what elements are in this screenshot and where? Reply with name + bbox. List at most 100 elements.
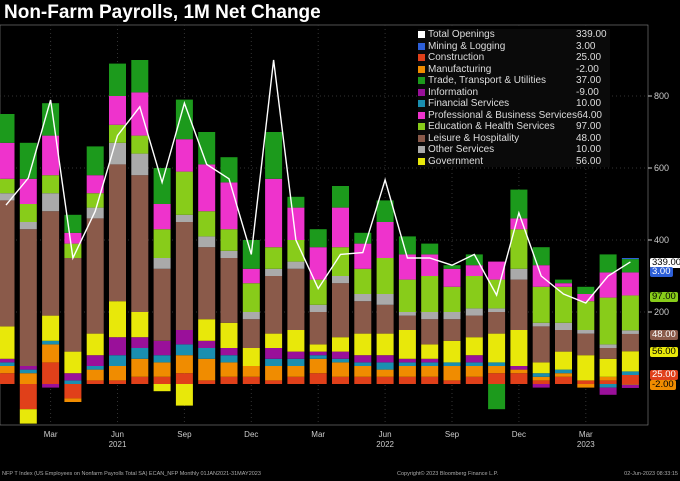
bar-segment (398, 358, 416, 363)
bar-segment (131, 92, 149, 136)
bar-segment (532, 322, 550, 327)
bar-segment (131, 337, 149, 348)
bar-segment (175, 171, 193, 215)
bar-segment (0, 373, 15, 384)
bar-segment (488, 312, 506, 334)
bar-segment (332, 337, 349, 352)
bar-segment (621, 258, 639, 260)
bar-segment (465, 376, 483, 384)
value-tag: -2.00 (650, 379, 676, 390)
bar-segment (421, 276, 439, 312)
legend-label: Trade, Transport & Utilities (428, 75, 547, 87)
bar-segment (421, 312, 439, 320)
bar-segment (532, 362, 550, 374)
bar-segment (510, 189, 528, 219)
bar-segment (555, 351, 572, 370)
bar-segment (64, 380, 82, 384)
legend-item: Total Openings 339.00 (418, 29, 610, 41)
bar-segment (265, 276, 283, 334)
bar-segment (510, 279, 528, 330)
legend-value: 56.00 (576, 155, 602, 167)
bar-segment (555, 279, 572, 284)
bar-segment (510, 229, 528, 269)
bar-segment (242, 376, 260, 384)
legend-swatch (418, 100, 425, 108)
bar-segment (354, 243, 372, 269)
bar-segment (198, 319, 216, 341)
bar-segment (64, 398, 82, 402)
plot-frame (0, 24, 649, 426)
bar-segment (198, 348, 216, 359)
bar-segment (621, 384, 639, 388)
bar-segment (443, 268, 461, 287)
bar-segment (465, 276, 483, 309)
bar-segment (443, 286, 461, 312)
copyright: Copyright© 2023 Bloomberg Finance L.P. (397, 471, 499, 477)
bar-segment (220, 355, 238, 363)
legend-value: 3.00 (576, 40, 596, 52)
bar-segment (19, 409, 37, 424)
bar-segment (443, 362, 461, 366)
bar-segment (42, 193, 60, 212)
bar-segment (309, 344, 327, 352)
bar-segment (621, 333, 639, 352)
bar-segment (621, 272, 639, 296)
bar-segment (220, 376, 238, 384)
x-tick-label: Jun (111, 430, 124, 439)
bar-segment (354, 301, 372, 334)
bar-segment (332, 186, 349, 208)
bar-segment (621, 330, 639, 334)
bar-segment (488, 333, 506, 363)
bar-segment (465, 355, 483, 363)
bar-segment (242, 366, 260, 377)
legend-swatch (418, 146, 425, 154)
bar-segment (465, 308, 483, 316)
legend-label: Education & Health Services (428, 121, 555, 133)
bar-segment (265, 366, 283, 381)
bar-segment (309, 355, 327, 359)
y-tick-label: 600 (654, 163, 669, 173)
bar-segment (131, 358, 149, 377)
bar-segment (265, 333, 283, 348)
bar-segment (510, 373, 528, 384)
bar-segment (131, 312, 149, 338)
bar-segment (555, 322, 572, 330)
bar-segment (19, 178, 37, 204)
bar-segment (0, 326, 15, 359)
bar-segment (354, 294, 372, 302)
bar-segment (86, 380, 104, 384)
bar-segment (376, 222, 394, 258)
bar-segment (198, 380, 216, 384)
bar-segment (621, 351, 639, 372)
legend-swatch (418, 111, 425, 119)
x-tick-label: Jun (379, 430, 392, 439)
legend-item: Mining & Logging 3.00 (418, 41, 610, 53)
total-line (5, 59, 631, 304)
bar-segment (109, 96, 126, 125)
value-tag: 56.00 (650, 346, 678, 357)
bar-segment (175, 99, 193, 140)
bar-segment (0, 142, 15, 179)
bar-segment (198, 358, 216, 381)
bar-segment (220, 229, 238, 251)
bar-segment (109, 366, 126, 381)
bar-segment (599, 387, 617, 395)
bar-segment (242, 283, 260, 312)
bar-segment (287, 240, 305, 262)
bar-segment (153, 384, 171, 392)
bar-segment (131, 153, 149, 176)
bar-segment (109, 380, 126, 384)
legend-value: -2.00 (576, 63, 599, 75)
y-tick-label: 200 (654, 307, 669, 317)
bar-segment (309, 373, 327, 384)
bar-segment (153, 268, 171, 341)
bar-segment (376, 369, 394, 377)
bar-segment (510, 369, 528, 374)
bar-segment (309, 351, 327, 356)
bar-segment (131, 175, 149, 312)
footer: NFP T Index (US Employees on Nonfarm Pay… (2, 471, 678, 480)
bar-segment (510, 268, 528, 280)
bar-segment (488, 308, 506, 312)
bar-segment (532, 326, 550, 363)
bar-segment (309, 247, 327, 280)
